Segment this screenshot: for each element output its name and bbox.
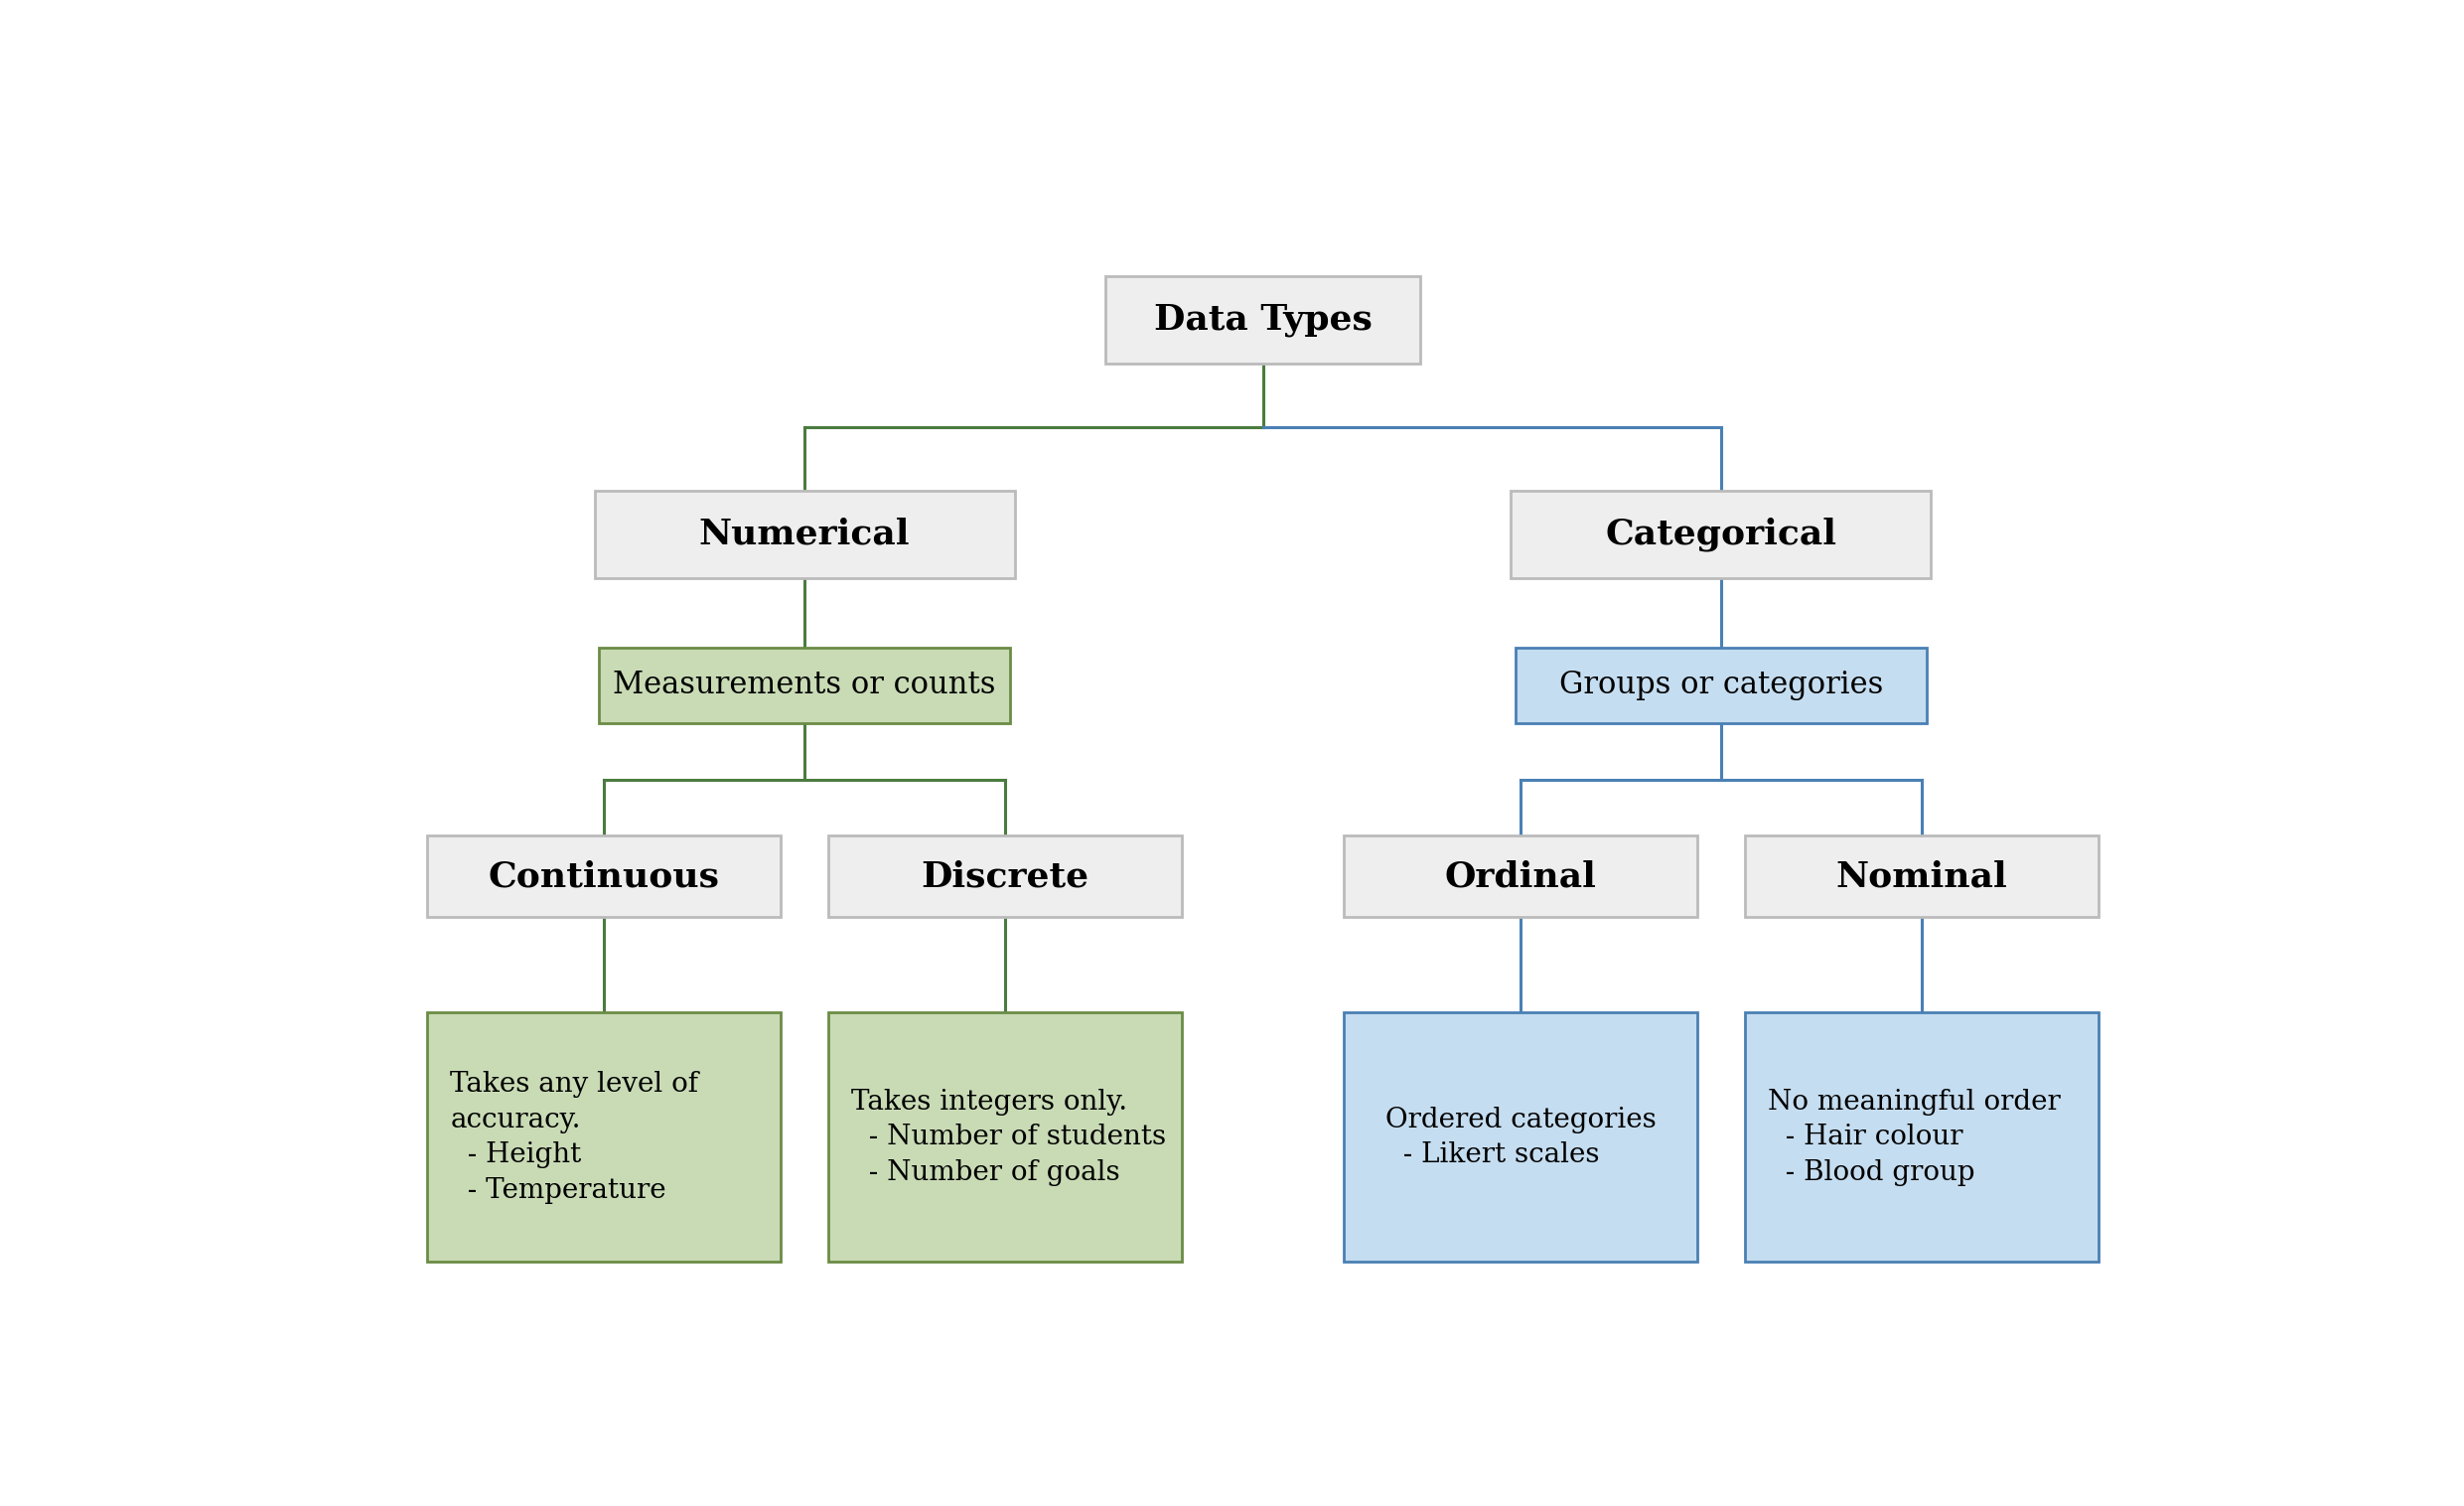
- Text: Ordered categories
  - Likert scales: Ordered categories - Likert scales: [1385, 1107, 1656, 1169]
- Text: Measurements or counts: Measurements or counts: [614, 670, 995, 700]
- Text: Discrete: Discrete: [922, 860, 1089, 893]
- Text: Continuous: Continuous: [488, 860, 719, 893]
- FancyBboxPatch shape: [426, 1012, 781, 1262]
- Text: Takes any level of
accuracy.
  - Height
  - Temperature: Takes any level of accuracy. - Height - …: [451, 1071, 700, 1203]
- FancyBboxPatch shape: [828, 836, 1183, 917]
- Text: Ordinal: Ordinal: [1444, 860, 1597, 893]
- Text: No meaningful order
  - Hair colour
  - Blood group: No meaningful order - Hair colour - Bloo…: [1767, 1089, 2060, 1187]
- FancyBboxPatch shape: [1745, 836, 2099, 917]
- Text: Groups or categories: Groups or categories: [1560, 670, 1882, 700]
- FancyBboxPatch shape: [1106, 277, 1419, 363]
- FancyBboxPatch shape: [828, 1012, 1183, 1262]
- Text: Numerical: Numerical: [700, 518, 909, 551]
- FancyBboxPatch shape: [594, 491, 1015, 578]
- FancyBboxPatch shape: [426, 836, 781, 917]
- FancyBboxPatch shape: [599, 648, 1010, 723]
- FancyBboxPatch shape: [1745, 1012, 2099, 1262]
- Text: Categorical: Categorical: [1607, 517, 1836, 551]
- Text: Takes integers only.
  - Number of students
  - Number of goals: Takes integers only. - Number of student…: [850, 1089, 1165, 1187]
- Text: Nominal: Nominal: [1836, 860, 2008, 893]
- FancyBboxPatch shape: [1343, 836, 1698, 917]
- FancyBboxPatch shape: [1510, 491, 1932, 578]
- Text: Data Types: Data Types: [1153, 303, 1372, 337]
- FancyBboxPatch shape: [1515, 648, 1927, 723]
- FancyBboxPatch shape: [1343, 1012, 1698, 1262]
